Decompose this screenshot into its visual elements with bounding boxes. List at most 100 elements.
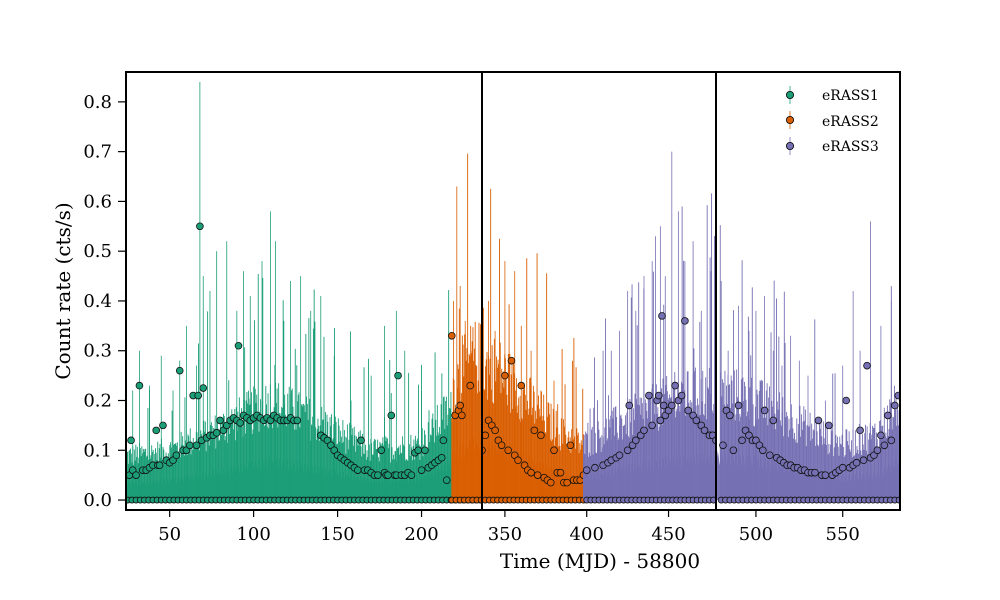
data-point-erass3 (677, 391, 686, 400)
panel-3 (716, 220, 900, 504)
data-point-erass1 (293, 416, 302, 425)
data-point-erass3 (769, 416, 778, 425)
data-point-erass2 (497, 441, 506, 450)
data-point-erass3 (615, 451, 624, 460)
data-point-erass3 (656, 416, 665, 425)
data-point-erass1 (212, 429, 221, 437)
x-tick-label: 150 (320, 524, 354, 545)
x-tick-label: 500 (739, 524, 773, 545)
data-point-erass3 (700, 426, 709, 435)
data-point-erass1 (387, 411, 396, 420)
y-tick-label: 0.8 (83, 92, 112, 113)
legend-label-erass2: eRASS2 (822, 114, 879, 130)
data-point-erass1 (135, 381, 144, 390)
legend-item-erass1: eRASS1 (786, 86, 879, 104)
data-point-erass2 (566, 441, 575, 450)
data-point-erass3 (811, 468, 819, 477)
data-point-erass2 (556, 468, 565, 477)
data-point-erass2 (546, 478, 555, 487)
data-point-erass2 (537, 431, 545, 440)
data-point-erass3 (852, 458, 861, 467)
data-point-erass2 (533, 471, 542, 479)
legend-marker-erass3 (786, 141, 795, 150)
data-point-erass2 (550, 446, 558, 455)
legend-marker-erass2 (786, 116, 795, 125)
data-point-erass1 (437, 453, 446, 462)
data-point-erass3 (640, 426, 648, 435)
legend-marker-erass1 (786, 91, 795, 100)
legend-label-erass1: eRASS1 (822, 88, 879, 104)
data-point-erass3 (877, 431, 885, 440)
data-point-erass3 (859, 456, 868, 465)
y-tick-label: 0.0 (83, 490, 112, 511)
data-point-erass1 (186, 441, 194, 450)
data-point-erass1 (152, 426, 161, 435)
data-point-erass1 (199, 384, 208, 392)
data-point-erass2 (530, 426, 539, 435)
data-point-erass2 (447, 331, 456, 340)
data-point-erass1 (159, 421, 167, 430)
data-point-erass2 (507, 356, 516, 365)
data-point-erass3 (671, 381, 679, 390)
data-point-erass2 (458, 411, 466, 420)
x-tick-label: 400 (570, 524, 604, 545)
x-tick-label: 550 (826, 524, 860, 545)
data-point-erass3 (668, 401, 676, 410)
data-point-erass1 (132, 471, 140, 479)
data-point-erass3 (863, 361, 871, 370)
data-point-erass1 (175, 366, 184, 375)
data-point-erass1 (357, 436, 365, 445)
data-point-erass1 (407, 471, 416, 479)
error-band-erass2 (451, 435, 482, 501)
data-point-erass3 (884, 411, 892, 420)
y-tick-label: 0.7 (83, 142, 112, 163)
y-tick-label: 0.5 (83, 241, 112, 262)
data-point-erass2 (504, 446, 512, 455)
data-point-erass3 (880, 441, 889, 450)
data-point-erass3 (645, 391, 653, 400)
data-point-erass1 (236, 419, 244, 427)
y-tick-label: 0.3 (83, 341, 112, 362)
data-point-erass3 (759, 446, 767, 455)
data-point-erass3 (684, 406, 692, 415)
data-point-erass1 (196, 222, 204, 231)
data-point-erass3 (814, 416, 823, 425)
data-point-erass3 (825, 421, 833, 430)
data-point-erass3 (582, 466, 591, 474)
data-point-erass3 (838, 463, 847, 472)
data-point-erass1 (172, 451, 181, 460)
data-point-erass3 (821, 471, 830, 479)
y-tick-label: 0.1 (83, 440, 112, 461)
axes: 0.0 0.1 0.2 0.3 0.4 0.5 0.6 0.7 0.8 50 100 150 200 35… (83, 71, 901, 545)
y-axis-label: Count rate (cts/s) (51, 202, 75, 379)
data-point-erass1 (127, 436, 135, 445)
data-point-erass3 (729, 446, 738, 455)
data-point-erass3 (719, 441, 727, 450)
legend-label-erass3: eRASS3 (822, 139, 879, 155)
data-point-erass2 (527, 468, 535, 477)
data-point-erass2 (517, 381, 526, 390)
data-point-erass1 (394, 371, 402, 380)
data-point-erass1 (377, 446, 386, 455)
panel-frame-3 (715, 71, 901, 511)
x-tick-label: 50 (158, 524, 181, 545)
data-point-erass3 (894, 391, 900, 400)
data-point-erass2 (456, 401, 464, 410)
legend-item-erass2: eRASS2 (786, 111, 879, 130)
data-point-erass3 (842, 396, 850, 405)
x-tick-label: 350 (488, 524, 522, 545)
data-point-erass1 (421, 446, 429, 455)
data-point-erass1 (384, 471, 392, 479)
y-tick-label: 0.4 (83, 291, 112, 312)
data-point-erass3 (659, 401, 668, 410)
data-point-erass3 (632, 436, 640, 445)
data-point-erass1 (234, 341, 243, 350)
data-point-erass3 (766, 451, 774, 460)
data-point-erass1 (216, 416, 224, 425)
data-point-erass2 (501, 371, 509, 380)
data-point-erass3 (734, 401, 743, 410)
data-point-erass3 (856, 426, 864, 435)
data-point-erass3 (625, 401, 634, 410)
data-point-erass1 (194, 391, 203, 400)
